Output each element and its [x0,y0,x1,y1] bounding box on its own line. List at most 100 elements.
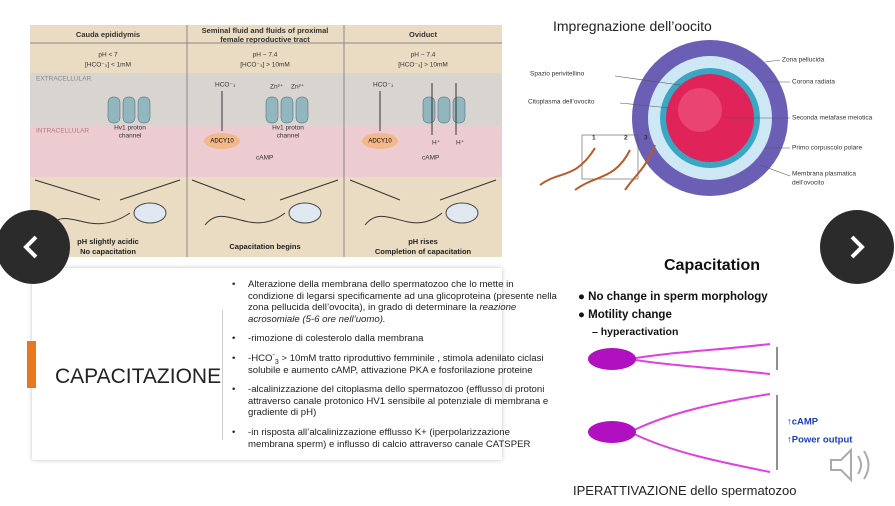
ph: pH ~ 7.4 [411,52,436,59]
intracellular-band [30,125,502,177]
enzyme: ADCY10 [210,139,234,145]
bullet-text: -in risposta all’alcalinizzazione efflus… [248,426,531,450]
capacitation-sub: – hyperactivation [592,326,678,338]
oocyte-label: Corona radiata [792,79,835,86]
hco3: [HCO⁻₃] > 10mM [398,62,448,69]
capacitation-caption: IPERATTIVAZIONE dello spermatozoo [573,483,797,498]
column-title: Seminal fluid and fluids of proximal [202,26,329,35]
leader [614,75,681,86]
accent-bar [27,341,36,388]
intracellular-label: INTRACELLULAR [36,128,89,135]
oocyte-label: Primo corpuscolo polare [792,145,862,152]
ph: pH ~ 7.4 [253,52,278,59]
leader [619,102,671,109]
capacitation-point: ● Motility change [578,309,672,321]
highlight [678,88,722,132]
step-number: 2 [624,135,628,142]
bullet-list: Alterazione della membrana dello spermat… [228,279,558,458]
divider [222,310,223,440]
oocyte-label: dell’ovocito [792,180,825,187]
channel-label: channel [119,133,142,140]
column-bottom: No capacitation [80,247,136,256]
bullet-text: 3 [274,358,279,366]
capacitation-title: Capacitation [664,257,760,274]
column-bottom: Completion of capacitation [375,247,472,256]
bullet-text: - [272,351,275,359]
channel-shape [107,96,121,124]
bullet-text: -rimozione di colesterolo dalla membrana [248,333,424,345]
bullet: -alcalinizzazione del citoplasma dello s… [228,384,558,419]
bullet-text: reazione acrosomiale (5-6 ore nell’uomo)… [248,302,517,325]
column-bottom: pH rises [408,237,438,246]
sperm-head [288,202,322,224]
proton: H⁺ [432,140,441,147]
bullet: Alterazione della membrana dello spermat… [228,279,558,325]
sperm-head [133,202,167,224]
channel-label: channel [277,133,300,140]
oocyte-label: Seconda metafase meiotica [792,115,873,122]
channel-label: Hv1 proton [272,125,304,132]
enzyme: ADCY10 [368,139,392,145]
oocyte-label: Membrana plasmatica [792,171,856,178]
prev-icon [23,235,38,259]
bicarbonate: HCO⁻₃ [373,82,394,89]
camp: cAMP [256,155,273,162]
bullet: -rimozione di colesterolo dalla membrana [228,333,558,345]
channel-shape [280,96,294,124]
sperm-head [588,348,636,370]
channel-shape [137,96,151,124]
sperm [574,149,631,191]
sperm-tail [629,343,771,360]
channel-shape [452,96,466,124]
effect: ↑cAMP [787,417,819,428]
sperm-head [588,421,636,443]
column-title: Oviduct [409,30,437,39]
leader [764,59,781,63]
next-icon [850,235,865,259]
zinc: Zn²⁺ [270,84,284,91]
channel-shape [295,96,309,124]
sperm [539,147,596,186]
oocyte-title: Impregnazione dell’oocito [553,18,712,34]
enzyme-shape [362,133,398,149]
oocyte-label: Zona pellucida [782,57,825,64]
audio-icon[interactable] [826,440,881,490]
ph: pH < 7 [98,52,118,59]
inset-box [581,134,639,180]
enzyme-shape [204,133,240,149]
step-number: 1 [592,135,596,142]
effect: ↑Power output [787,435,853,446]
extracellular-label: EXTRACELLULAR [36,76,92,83]
bullet-text: -HCO [248,352,273,364]
sperm-head [445,202,479,224]
channel-shape [437,96,451,124]
column-bottom: Capacitation begins [229,242,300,251]
hco3: [HCO⁻₃] < 1mM [85,62,131,69]
bullet-text: -alcalinizzazione del citoplasma dello s… [248,384,549,419]
oocyte-label: Spazio perivitellino [530,71,585,78]
bullet-text: > 10mM tratto riproduttivo femminile , s… [248,352,544,376]
channel-label: Hv1 proton [114,125,146,132]
hco3: [HCO⁻₃] > 10mM [240,62,290,69]
capacitation-diagram: Cauda epididymis Seminal fluid and fluid… [30,25,502,257]
proton: H⁺ [456,140,465,147]
bullet: -in risposta all’alcalinizzazione efflus… [228,427,558,450]
sperm [624,144,656,191]
channel-shape [422,96,436,124]
sperm-tail [204,212,286,226]
sperm-tail [364,212,443,226]
oocyte-figure: Zona pellucida Spazio perivitellino Coro… [528,40,873,196]
sperm-tail [629,358,771,375]
bullet-text: Alterazione della membrana dello spermat… [248,279,557,314]
next-button[interactable] [820,210,894,284]
sperm-tail [629,393,771,433]
column-title: Cauda epididymis [76,30,140,39]
camp: cAMP [422,155,439,162]
step-number: 3 [644,135,648,142]
oocyte-label: Citoplasma dell’ovocito [528,99,595,106]
bicarbonate: HCO⁻₃ [215,82,236,89]
channel-shape [122,96,136,124]
prev-button[interactable] [0,210,70,284]
capacitation-figure: Capacitation ● No change in sperm morpho… [578,257,853,473]
